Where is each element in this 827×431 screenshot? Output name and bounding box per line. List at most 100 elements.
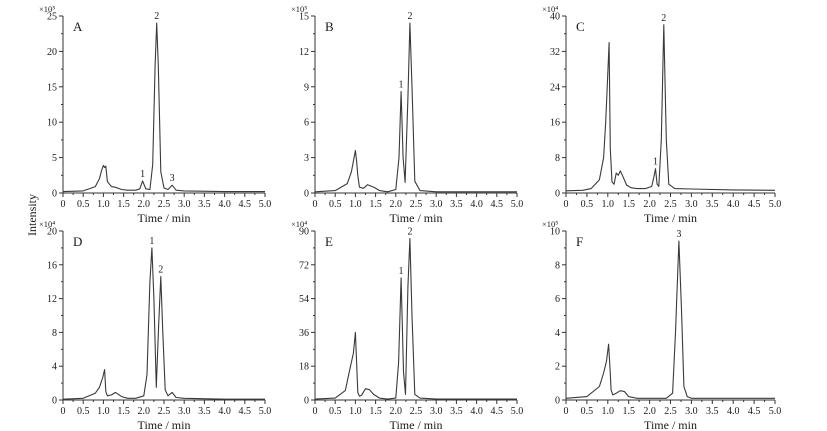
x-tick-label: 1.5 — [369, 199, 382, 210]
y-scale-exponent: ×10⁴ — [39, 219, 55, 229]
y-axis-title: Intensity — [25, 194, 39, 236]
x-tick-label: 4.0 — [470, 406, 483, 417]
y-tick-label: 0 — [555, 189, 560, 200]
y-tick-label: 16 — [47, 260, 57, 271]
y-tick-label: 10 — [47, 118, 57, 129]
x-tick-label: 0.5 — [329, 406, 342, 417]
y-scale-exponent: ×10⁴ — [542, 4, 558, 14]
series-line — [62, 247, 265, 400]
x-tick-label: 2.0 — [138, 199, 151, 210]
peak-label: 1 — [140, 169, 145, 180]
x-tick-label: 3.5 — [450, 406, 463, 417]
x-tick-label: 3.0 — [430, 199, 443, 210]
x-tick-label: 3.5 — [198, 199, 211, 210]
y-tick-label: 4 — [52, 362, 57, 373]
panel-letter: A — [73, 19, 83, 34]
x-tick-label: 3.0 — [178, 406, 191, 417]
peak-label: 2 — [154, 11, 159, 22]
chart-panel-d: 0 0.5 1.0 1.5 2.0 2.5 3.0 3.5 4.0 4.5 5.0048121620… — [39, 219, 271, 431]
x-tick-label: 5.0 — [259, 199, 272, 210]
x-tick-label: 2.5 — [410, 406, 423, 417]
chart-panel-a: 0 0.5 1.0 1.5 2.0 2.5 3.0 3.5 4.0 4.5 5.0 0 5 10 15 20 2… — [39, 4, 271, 225]
chart-panel-b: 0 0.5 1.0 1.5 2.0 2.5 3.0 3.5 4.0 4.5 5.003691215×… — [291, 4, 523, 225]
x-tick-label: 2.0 — [390, 199, 403, 210]
x-tick-label: 3.0 — [685, 406, 698, 417]
x-tick-label: 0 — [564, 199, 569, 210]
y-tick-label: 12 — [47, 294, 57, 305]
x-tick-label: 1.5 — [117, 406, 130, 417]
x-tick-label: 1.0 — [349, 199, 362, 210]
peak-label: 2 — [407, 227, 412, 238]
y-tick-label: 8 — [555, 153, 560, 164]
peak-label: 3 — [170, 173, 175, 184]
x-tick-label: 4.0 — [218, 199, 231, 210]
x-tick-label: 2.0 — [643, 199, 656, 210]
x-tick-label: 0 — [564, 406, 569, 417]
peak-label: 2 — [407, 11, 412, 22]
x-tick-label: 2.0 — [390, 406, 403, 417]
y-tick-label: 15 — [299, 12, 309, 23]
y-tick-label: 20 — [47, 227, 57, 238]
y-tick-label: 20 — [47, 47, 57, 58]
chart-panel-f: 0 0.5 1.0 1.5 2.0 2.5 3.0 3.5 4.0 4.5 5.0 0 2 4 6 8 10×1… — [542, 219, 781, 431]
x-tick-label: 2.5 — [158, 199, 171, 210]
y-tick-label: 24 — [550, 82, 560, 93]
x-tick-label: 2.5 — [410, 199, 423, 210]
x-tick-label: 0 — [313, 406, 318, 417]
x-axis-title: Time / min — [644, 211, 697, 225]
x-tick-label: 3.5 — [706, 199, 719, 210]
x-tick-label: 1.5 — [622, 199, 635, 210]
x-tick-label: 5.0 — [259, 406, 272, 417]
x-tick-label: 3.0 — [178, 199, 191, 210]
y-tick-label: 32 — [550, 47, 560, 58]
y-tick-label: 9 — [304, 82, 309, 93]
y-tick-label: 0 — [52, 189, 57, 200]
chart-panel-e: 0 0.5 1.0 1.5 2.0 2.5 3.0 3.5 4.0 4.5 5.0 0 18 36 54 72… — [291, 219, 523, 431]
x-tick-label: 1.0 — [602, 199, 615, 210]
x-tick-label: 1.5 — [117, 199, 130, 210]
peak-label: 1 — [149, 236, 154, 247]
x-tick-label: 4.5 — [491, 199, 504, 210]
x-tick-label: 1.5 — [369, 406, 382, 417]
y-tick-label: 6 — [555, 294, 560, 305]
x-axis-title: Time / min — [138, 211, 191, 225]
y-tick-label: 18 — [299, 362, 309, 373]
x-tick-label: 4.5 — [239, 199, 252, 210]
y-scale-exponent: ×10⁵ — [542, 219, 558, 229]
x-tick-label: 1.0 — [97, 199, 110, 210]
x-axis-title: Time / min — [390, 418, 443, 431]
peak-label: 1 — [653, 157, 658, 168]
panel-letter: D — [73, 234, 82, 249]
y-tick-label: 2 — [555, 362, 560, 373]
x-tick-label: 3.5 — [198, 406, 211, 417]
x-tick-label: 4.0 — [218, 406, 231, 417]
x-tick-label: 0 — [313, 199, 318, 210]
y-tick-label: 10 — [550, 227, 560, 238]
peak-label: 1 — [399, 80, 404, 91]
x-tick-label: 3.0 — [685, 199, 698, 210]
x-tick-label: 0.5 — [581, 406, 594, 417]
x-tick-label: 2.5 — [664, 406, 677, 417]
series-line — [565, 240, 775, 399]
series-line — [565, 24, 776, 192]
x-tick-label: 1.0 — [602, 406, 615, 417]
y-tick-label: 15 — [47, 82, 57, 93]
x-tick-label: 0 — [61, 199, 66, 210]
x-tick-label: 3.5 — [450, 199, 463, 210]
x-tick-label: 0.5 — [329, 199, 342, 210]
peak-label: 2 — [661, 13, 666, 24]
y-tick-label: 4 — [555, 328, 560, 339]
x-tick-label: 2.0 — [643, 406, 656, 417]
y-tick-label: 8 — [52, 328, 57, 339]
x-tick-label: 2.0 — [138, 406, 151, 417]
x-tick-label: 4.0 — [470, 199, 483, 210]
y-tick-label: 0 — [304, 396, 309, 407]
x-tick-label: 5.0 — [769, 199, 782, 210]
series-line — [62, 22, 265, 193]
y-tick-label: 16 — [550, 118, 560, 129]
y-tick-label: 0 — [52, 396, 57, 407]
y-tick-label: 25 — [47, 12, 57, 23]
x-tick-label: 3.5 — [706, 406, 719, 417]
y-tick-label: 6 — [304, 118, 309, 129]
